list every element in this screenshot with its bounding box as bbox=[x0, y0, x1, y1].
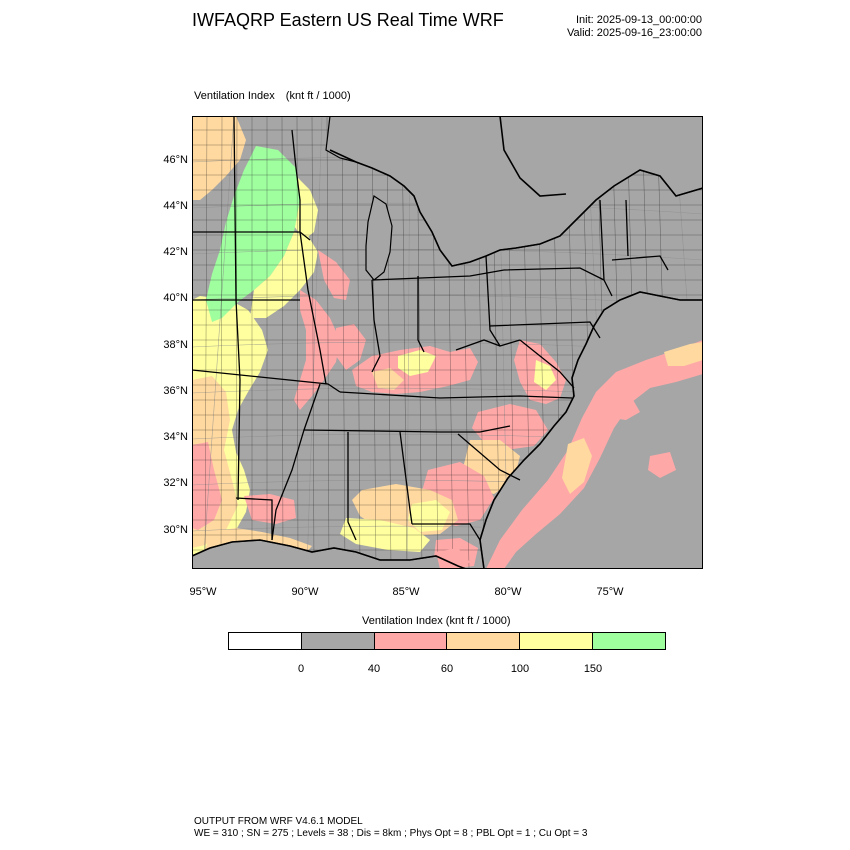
shade-pink-nc bbox=[472, 404, 548, 450]
colorbar-box-below-0 bbox=[229, 633, 302, 649]
shade-yellow-ky bbox=[398, 350, 436, 376]
model-footer-line1: OUTPUT FROM WRF V4.6.1 MODEL bbox=[194, 816, 363, 827]
colorbar-box-40-60 bbox=[374, 633, 448, 649]
model-footer-line2: WE = 310 ; SN = 275 ; Levels = 38 ; Dis … bbox=[194, 828, 588, 839]
colorbar bbox=[228, 632, 666, 650]
lat-label-40n: 40°N bbox=[163, 292, 188, 304]
lon-label-95w: 95°W bbox=[189, 586, 217, 598]
colorbar-box-150-plus bbox=[593, 633, 665, 649]
lon-label-80w: 80°W bbox=[494, 586, 522, 598]
coastlines bbox=[192, 116, 703, 569]
shade-pink-west bbox=[192, 442, 222, 530]
colorbar-box-100-150 bbox=[520, 633, 594, 649]
colorbar-label-60: 60 bbox=[440, 663, 454, 675]
map-panel bbox=[192, 116, 703, 569]
colorbar-label-0: 0 bbox=[297, 663, 305, 675]
shade-orange-ky bbox=[372, 368, 404, 390]
field-units: (knt ft / 1000) bbox=[285, 90, 351, 102]
colorbar-label-100: 100 bbox=[510, 663, 530, 675]
lat-label-44n: 44°N bbox=[163, 200, 188, 212]
lat-label-34n: 34°N bbox=[163, 431, 188, 443]
field-name: Ventilation Index bbox=[194, 90, 275, 102]
shade-pink-michigan-w bbox=[318, 250, 350, 300]
lon-label-90w: 90°W bbox=[291, 586, 319, 598]
field-title: Ventilation Index (knt ft / 1000) bbox=[194, 90, 351, 102]
valid-time: Valid: 2025-09-16_23:00:00 bbox=[567, 27, 702, 39]
lat-label-30n: 30°N bbox=[163, 524, 188, 536]
lat-label-38n: 38°N bbox=[163, 339, 188, 351]
colorbar-box-60-100 bbox=[447, 633, 521, 649]
plot-title: IWFAQRP Eastern US Real Time WRF bbox=[192, 10, 504, 30]
lat-label-36n: 36°N bbox=[163, 385, 188, 397]
state-boundaries bbox=[192, 116, 669, 541]
shade-yellow-va bbox=[534, 360, 556, 390]
colorbar-label-40: 40 bbox=[367, 663, 381, 675]
map-frame bbox=[192, 116, 703, 569]
lat-label-46n: 46°N bbox=[163, 154, 188, 166]
colorbar-title: Ventilation Index (knt ft / 1000) bbox=[362, 615, 511, 627]
shade-pink-central bbox=[294, 290, 340, 410]
lat-label-32n: 32°N bbox=[163, 477, 188, 489]
ventilation-shading-offshore bbox=[436, 340, 703, 569]
colorbar-box-0-40 bbox=[301, 633, 375, 649]
lon-label-75w: 75°W bbox=[596, 586, 624, 598]
lon-label-85w: 85°W bbox=[392, 586, 420, 598]
init-time: Init: 2025-09-13_00:00:00 bbox=[576, 14, 702, 26]
colorbar-label-150: 150 bbox=[583, 663, 603, 675]
lake-michigan bbox=[365, 195, 393, 281]
lat-label-42n: 42°N bbox=[163, 246, 188, 258]
